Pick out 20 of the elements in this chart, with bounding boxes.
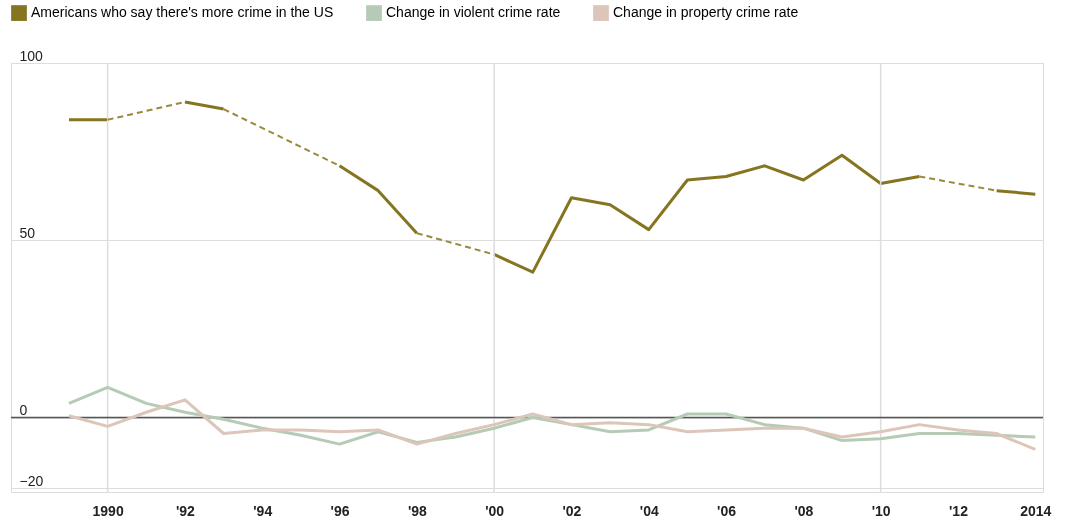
legend-label: Change in violent crime rate (386, 4, 561, 21)
x-tick-label: '00 (485, 502, 505, 519)
x-tick-label: 2014 (1020, 502, 1052, 519)
y-tick-label: 0 (19, 402, 28, 419)
x-tick-label: '04 (639, 502, 659, 519)
x-tick-label: '02 (562, 502, 582, 519)
legend-label: Americans who say there's more crime in the US (31, 4, 334, 21)
x-tick-label: '12 (949, 502, 969, 519)
x-tick-label: '98 (407, 502, 427, 519)
x-tick-label: '94 (253, 502, 273, 519)
x-tick-label: '10 (871, 502, 891, 519)
x-tick-label: 1990 (92, 502, 124, 519)
x-tick-label: '08 (794, 502, 814, 519)
y-tick-label: 50 (19, 224, 36, 241)
legend-label: Change in property crime rate (613, 4, 799, 21)
y-tick-label: −20 (19, 472, 44, 489)
x-tick-label: '06 (717, 502, 737, 519)
x-tick-label: '92 (175, 502, 196, 519)
y-tick-label: 100 (19, 47, 44, 64)
x-tick-label: '96 (330, 502, 350, 519)
